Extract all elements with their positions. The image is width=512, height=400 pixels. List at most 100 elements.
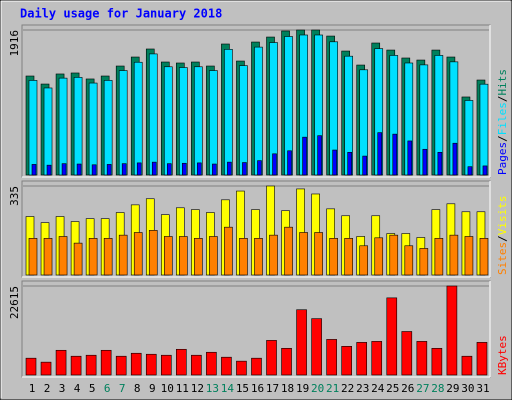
x-tick-label: 15	[236, 382, 249, 395]
bar	[389, 234, 399, 276]
bar	[85, 354, 97, 376]
bar	[407, 140, 413, 176]
legend: Sites/Visits	[496, 196, 509, 276]
x-tick-label: 18	[281, 382, 294, 395]
bar	[61, 163, 67, 176]
bar	[227, 161, 232, 176]
bar	[239, 238, 248, 276]
bar	[476, 342, 488, 376]
bar	[359, 245, 369, 276]
x-tick-label: 13	[206, 382, 219, 395]
bar	[431, 347, 443, 376]
bar	[43, 238, 53, 276]
bar	[311, 318, 322, 376]
bar	[251, 357, 262, 376]
bar	[254, 46, 263, 176]
bar	[392, 133, 398, 176]
legend-separator: /	[496, 235, 509, 242]
x-tick-label: 27	[416, 382, 429, 395]
bar	[449, 234, 459, 276]
x-tick-label: 3	[59, 382, 66, 395]
bar	[377, 132, 383, 176]
bar	[419, 248, 429, 276]
legend-entry: Sites	[496, 242, 509, 275]
bar	[88, 82, 98, 176]
x-tick-label: 2	[44, 382, 51, 395]
bar	[179, 67, 188, 176]
bar	[76, 163, 82, 176]
bar	[239, 65, 248, 176]
bar	[347, 151, 352, 176]
bar	[269, 234, 278, 276]
bar	[40, 361, 52, 376]
x-tick-label: 16	[251, 382, 264, 395]
bar	[73, 77, 83, 176]
bar	[461, 355, 473, 376]
legend-entry: Files	[496, 102, 509, 135]
x-tick-label: 31	[476, 382, 489, 395]
x-tick-label: 30	[461, 382, 474, 395]
bar	[386, 297, 398, 376]
bar	[224, 49, 233, 176]
bar	[194, 66, 203, 176]
bar	[242, 162, 247, 176]
bar	[115, 355, 127, 376]
bar	[209, 236, 218, 276]
bar	[194, 238, 203, 276]
bar	[254, 238, 263, 276]
legend-entry: Hits	[496, 69, 509, 96]
x-tick-label: 4	[74, 382, 81, 395]
y-tick-label: 335	[8, 186, 21, 206]
x-tick-label: 5	[89, 382, 96, 395]
bar	[221, 356, 232, 376]
bar	[136, 162, 142, 176]
bar	[209, 70, 218, 176]
bar	[464, 236, 474, 276]
bar	[91, 164, 97, 176]
x-tick-label: 7	[119, 382, 126, 395]
bar	[88, 238, 98, 276]
bar	[58, 77, 68, 176]
y-tick-label: 1916	[8, 30, 21, 57]
bar	[145, 353, 157, 376]
legend: KBytes	[496, 335, 509, 375]
bar	[257, 160, 262, 176]
bar	[272, 153, 277, 176]
bar	[452, 142, 458, 176]
legend-entry: Pages	[496, 142, 509, 175]
bar	[28, 238, 38, 276]
bar	[437, 151, 443, 176]
bar	[371, 341, 383, 376]
bar	[133, 232, 143, 276]
bar	[28, 80, 38, 176]
bar	[179, 236, 188, 276]
x-tick-label: 28	[431, 382, 444, 395]
bar	[479, 83, 489, 176]
bar	[341, 346, 352, 376]
bar	[212, 163, 217, 176]
bar	[404, 245, 414, 276]
bar	[329, 238, 338, 276]
bar	[151, 161, 157, 176]
bar	[416, 341, 428, 376]
bar	[46, 164, 52, 176]
x-tick-label: 11	[176, 382, 189, 395]
x-tick-label: 25	[386, 382, 399, 395]
bar	[31, 164, 37, 176]
bar	[422, 148, 428, 176]
bar	[43, 87, 53, 176]
bar	[446, 285, 458, 376]
panel	[21, 280, 491, 378]
bar	[160, 354, 172, 376]
bar	[103, 238, 113, 276]
bar	[148, 53, 158, 176]
bar	[103, 80, 113, 176]
x-tick-label: 14	[221, 382, 235, 395]
x-tick-label: 21	[326, 382, 339, 395]
bar	[434, 238, 444, 276]
bar	[197, 162, 202, 176]
x-tick-label: 24	[371, 382, 385, 395]
bar	[362, 155, 368, 176]
